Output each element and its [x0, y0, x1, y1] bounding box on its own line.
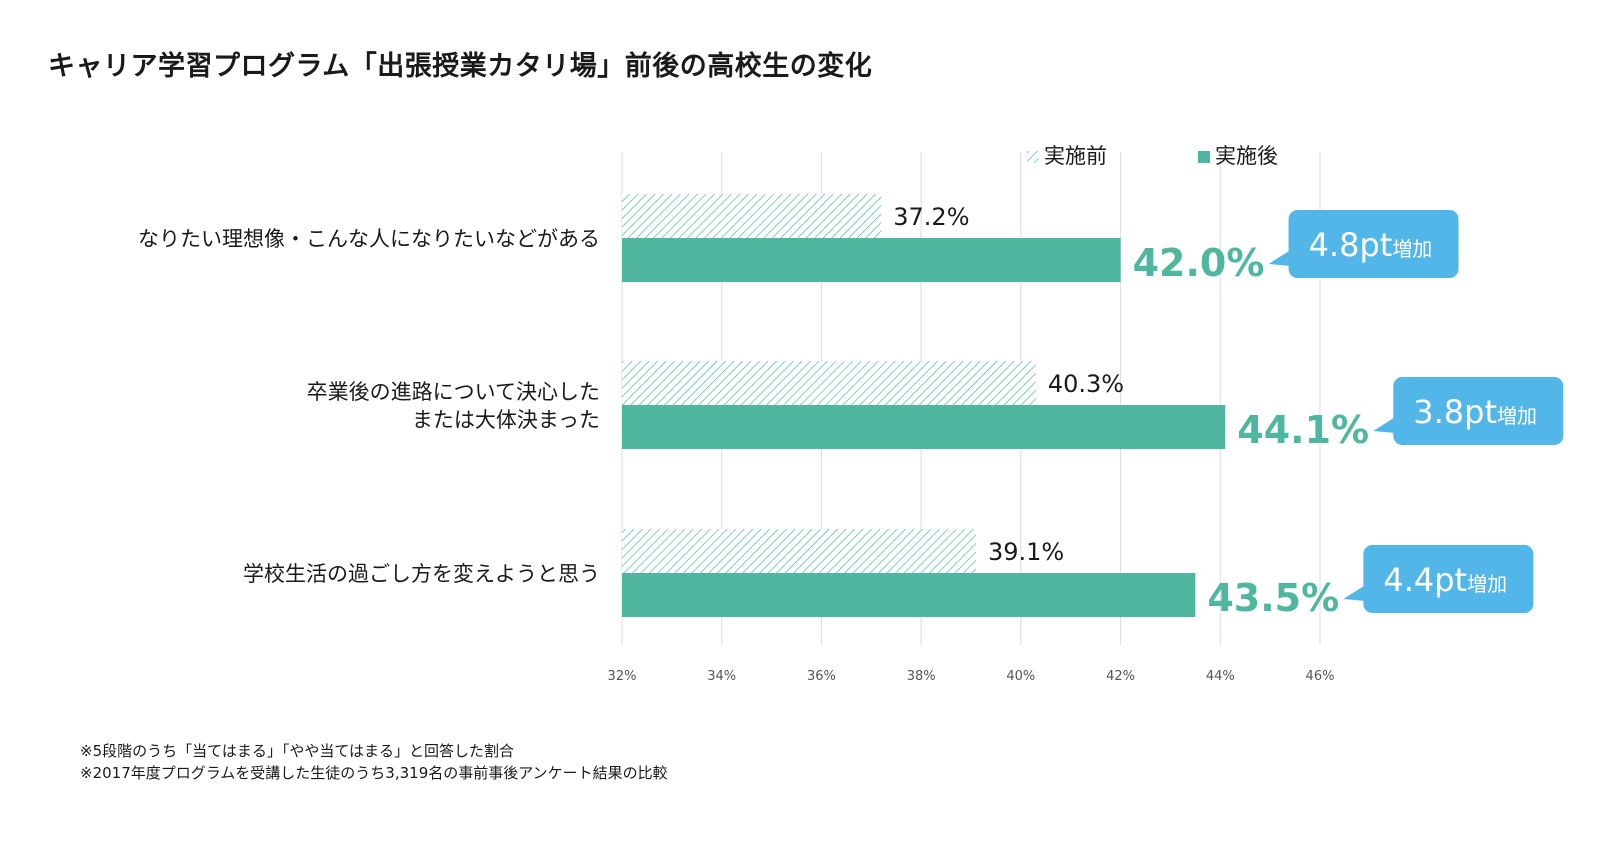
legend-swatch-after — [1198, 151, 1210, 163]
x-tick-label: 42% — [1106, 669, 1135, 684]
callout-value: 3.8pt — [1413, 393, 1497, 431]
callout-text: 3.8pt増加 — [1413, 393, 1537, 431]
bar-after — [622, 405, 1226, 449]
category-label: または大体決まった — [412, 408, 600, 432]
x-tick-label: 38% — [907, 669, 936, 684]
bar-before — [622, 529, 976, 573]
category-label: なりたい理想像・こんな人になりたいなどがある — [138, 227, 600, 251]
callout-text: 4.8pt増加 — [1309, 226, 1433, 264]
callout-suffix: 増加 — [1392, 237, 1432, 261]
category-label: 卒業後の進路について決心した — [307, 380, 600, 404]
category-label: 学校生活の過ごし方を変えようと思う — [243, 562, 600, 586]
x-tick-label: 44% — [1206, 669, 1235, 684]
legend-label-after: 実施後 — [1215, 144, 1278, 168]
footnote-1: ※5段階のうち「当てはまる」「やや当てはまる」と回答した割合 — [80, 742, 515, 760]
value-label-before: 37.2% — [893, 203, 969, 231]
bar-after — [622, 573, 1196, 617]
bar-after — [622, 238, 1121, 282]
callout-box — [1393, 377, 1564, 445]
bar-before — [622, 194, 882, 238]
legend-label-before: 実施前 — [1044, 144, 1107, 168]
callout-value: 4.8pt — [1309, 226, 1393, 264]
value-label-after: 43.5% — [1207, 576, 1339, 620]
footnote-2: ※2017年度プログラムを受講した生徒のうち3,319名の事前事後アンケート結果… — [80, 764, 668, 782]
x-tick-label: 40% — [1006, 669, 1035, 684]
callout-box — [1363, 545, 1534, 613]
callout-pointer — [1343, 585, 1366, 601]
value-label-after: 42.0% — [1133, 241, 1265, 285]
footnotes: ※5段階のうち「当てはまる」「やや当てはまる」と回答した割合 ※2017年度プロ… — [80, 740, 668, 784]
value-label-after: 44.1% — [1237, 408, 1369, 452]
x-tick-label: 36% — [807, 669, 836, 684]
callout-suffix: 増加 — [1467, 572, 1507, 596]
callout-box — [1288, 210, 1459, 278]
callout-pointer — [1373, 417, 1396, 433]
bar-before — [622, 361, 1036, 405]
callout-suffix: 増加 — [1497, 404, 1537, 428]
value-label-before: 40.3% — [1048, 370, 1124, 398]
value-label-before: 39.1% — [988, 538, 1064, 566]
x-tick-label: 34% — [707, 669, 736, 684]
x-tick-label: 32% — [608, 669, 637, 684]
callout-value: 4.4pt — [1383, 561, 1467, 599]
callout-text: 4.4pt増加 — [1383, 561, 1507, 599]
callout-pointer — [1268, 250, 1291, 266]
legend-swatch-before — [1027, 151, 1039, 163]
x-tick-label: 46% — [1306, 669, 1335, 684]
chart-title: キャリア学習プログラム「出張授業カタリ場」前後の高校生の変化 — [48, 51, 873, 82]
